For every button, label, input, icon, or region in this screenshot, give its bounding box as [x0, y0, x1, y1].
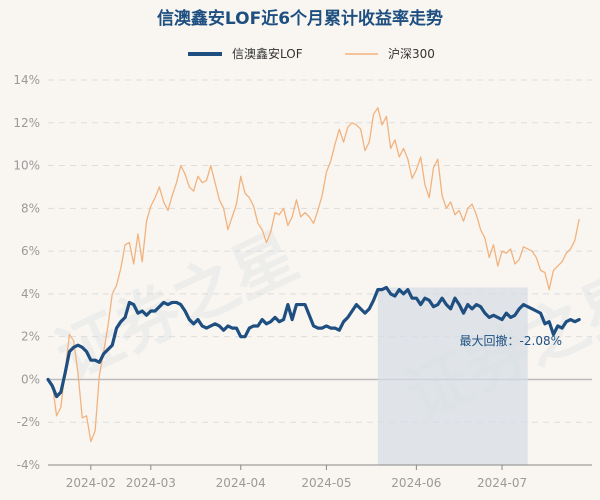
y-tick-label-1: -2% [17, 415, 40, 429]
drawdown-label: 最大回撤：-2.08% [460, 333, 562, 348]
x-tick-label-1: 2024-03 [126, 476, 176, 490]
y-tick-label-8: 12% [13, 116, 40, 130]
y-tick-label-6: 8% [21, 201, 40, 215]
series-line-fund [46, 285, 581, 399]
legend: 信澳鑫安LOF 沪深300 [188, 46, 435, 61]
x-tick-label-4: 2024-06 [391, 476, 441, 490]
x-tick-label-5: 2024-07 [477, 476, 527, 490]
y-tick-label-4: 4% [21, 287, 40, 301]
y-tick-label-9: 14% [13, 73, 40, 87]
watermark-text-left: 证券之星 [45, 219, 308, 394]
legend-label-fund: 信澳鑫安LOF [232, 46, 303, 61]
axis-layer: -4% -2% 0% 2% 4% 6% 8% 10% 12% 14% 2024-02 2024-03 2… [13, 73, 592, 490]
y-tick-label-2: 0% [21, 372, 40, 386]
y-tick-label-0: -4% [17, 458, 40, 472]
series-layer [46, 107, 581, 443]
y-tick-label-5: 6% [21, 244, 40, 258]
chart-title: 信澳鑫安LOF近6个月累计收益率走势 [157, 8, 443, 29]
legend-label-index: 沪深300 [388, 47, 435, 61]
y-tick-label-7: 10% [13, 159, 40, 173]
series-line-hs300 [47, 107, 580, 443]
x-tick-label-2: 2024-04 [216, 476, 266, 490]
y-tick-label-3: 2% [21, 330, 40, 344]
x-tick-label-0: 2024-02 [66, 476, 116, 490]
x-tick-label-3: 2024-05 [301, 476, 351, 490]
